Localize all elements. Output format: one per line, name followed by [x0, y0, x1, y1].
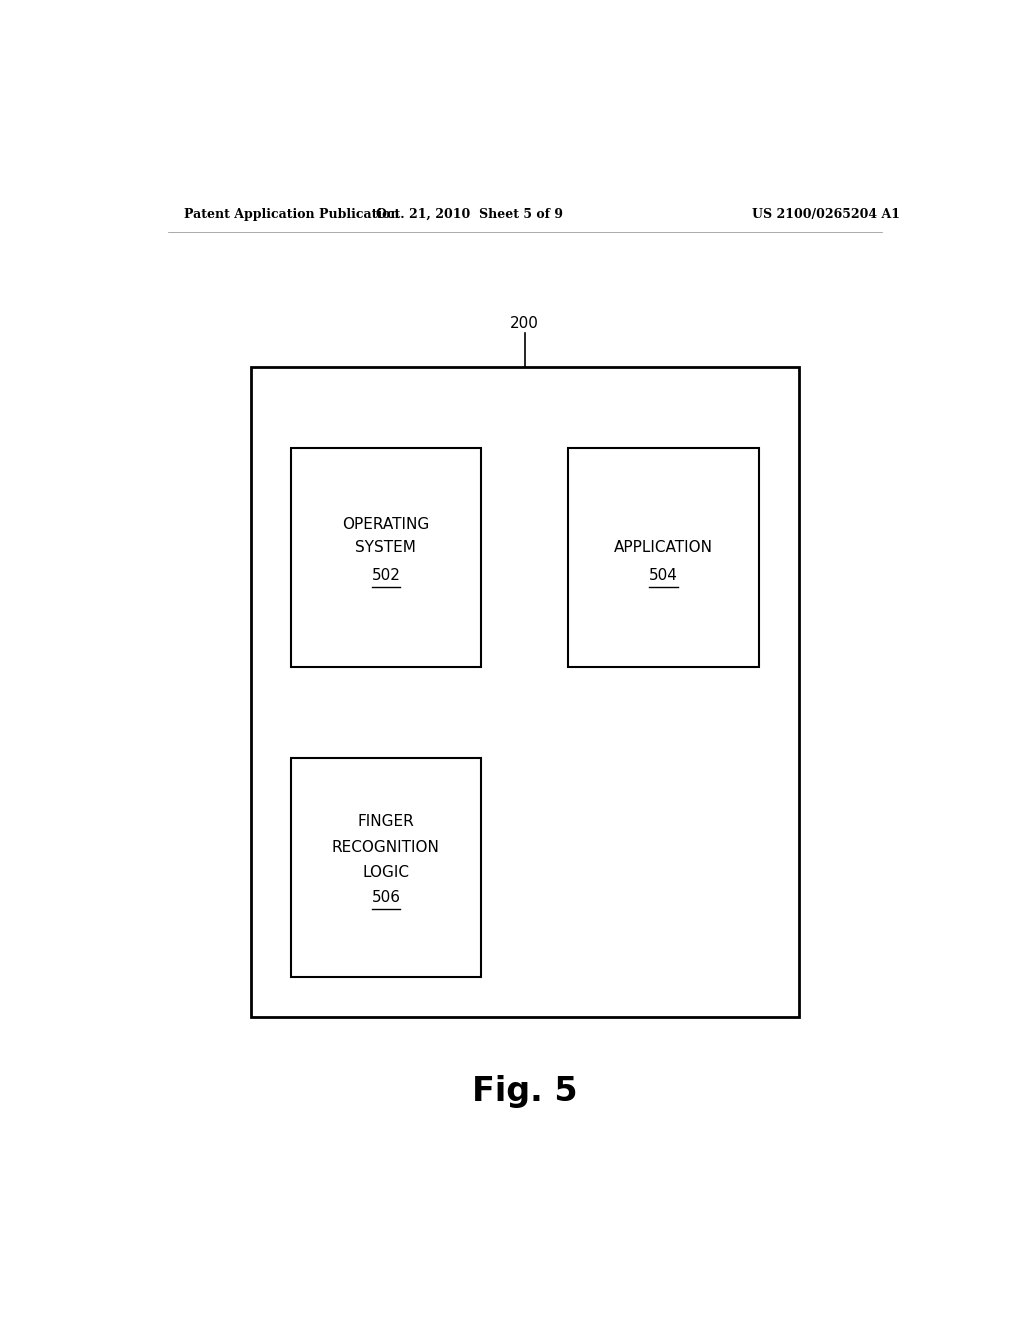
Text: US 2100/0265204 A1: US 2100/0265204 A1	[753, 207, 900, 220]
Bar	[291, 447, 481, 667]
Text: 506: 506	[372, 890, 400, 906]
Text: Patent Application Publication: Patent Application Publication	[183, 207, 399, 220]
Text: 502: 502	[372, 568, 400, 583]
Text: 504: 504	[649, 568, 678, 583]
Text: APPLICATION: APPLICATION	[614, 540, 713, 554]
Text: LOGIC: LOGIC	[362, 865, 410, 880]
Bar	[251, 367, 799, 1018]
Text: SYSTEM: SYSTEM	[355, 540, 417, 554]
Text: RECOGNITION: RECOGNITION	[332, 840, 440, 854]
Bar	[291, 758, 481, 977]
Text: FINGER: FINGER	[357, 814, 415, 829]
Text: Fig. 5: Fig. 5	[472, 1074, 578, 1107]
Bar	[568, 447, 759, 667]
Text: Oct. 21, 2010  Sheet 5 of 9: Oct. 21, 2010 Sheet 5 of 9	[376, 207, 563, 220]
Text: OPERATING: OPERATING	[342, 517, 429, 532]
Text: 200: 200	[510, 317, 540, 331]
